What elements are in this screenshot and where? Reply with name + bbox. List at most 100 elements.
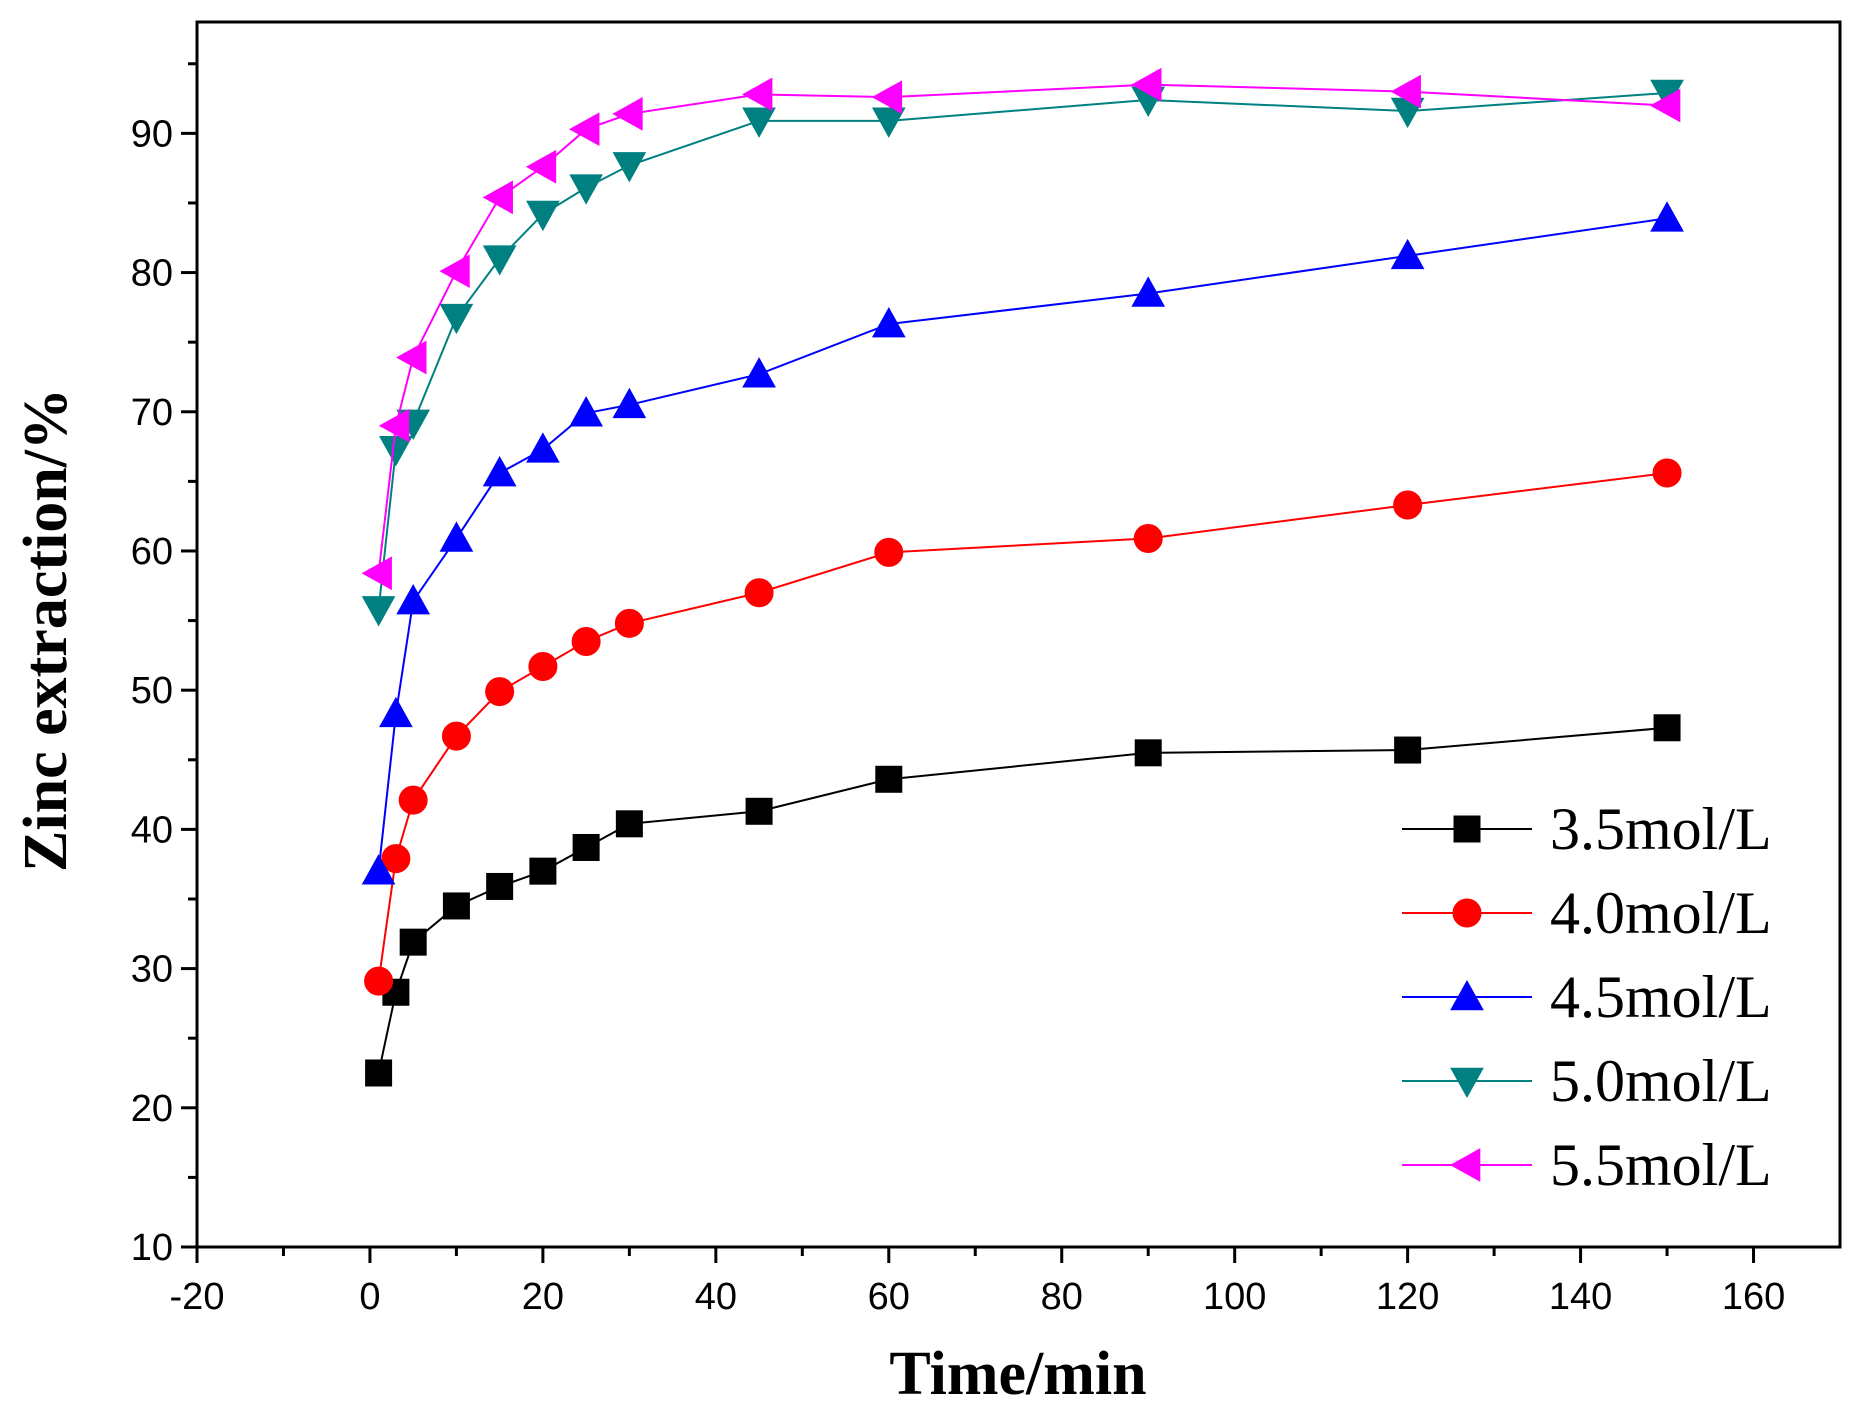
data-point [396,584,431,615]
data-point [528,652,558,682]
legend-item: 4.5mol/L [1402,964,1772,1030]
data-point [398,785,428,815]
series-layer [361,67,1684,1087]
data-point [742,357,776,388]
data-point [399,928,427,956]
data-point [612,97,643,131]
x-tick-label: 140 [1549,1276,1612,1318]
y-axis: 10 20 30 40 50 60 70 80 90 [131,62,197,1269]
y-tick-label: 60 [131,531,173,573]
data-point [871,107,906,138]
legend-marker [1449,1148,1481,1182]
legend-label: 5.5mol/L [1550,1132,1772,1198]
y-axis-title: Zinc extraction/% [12,388,80,872]
x-axis-title: Time/min [889,1340,1146,1408]
data-point [439,521,474,552]
x-tick-label: 80 [1041,1276,1083,1318]
x-tick-label: -20 [170,1276,225,1318]
data-point [1390,74,1421,109]
data-point [379,436,413,467]
series-3.5mol/L [365,714,1681,1087]
legend: 3.5mol/L 4.0mol/L 4.5mol/L 5.0mol/L 5.5mol/L [1402,796,1772,1198]
legend-label: 5.0mol/L [1550,1048,1772,1114]
data-point [1393,490,1423,520]
y-tick-label: 70 [131,392,173,434]
data-point [745,797,773,825]
data-point [482,180,513,215]
data-point [1650,88,1681,123]
series-5.5mol/L [361,67,1681,591]
data-point [1650,201,1684,232]
data-point [442,892,470,920]
data-point [1133,523,1163,553]
legend-marker [1452,898,1482,928]
data-point [569,174,603,205]
y-tick-label: 50 [131,670,173,712]
data-point [396,340,427,375]
legend-label: 4.0mol/L [1550,880,1772,946]
legend-label: 3.5mol/L [1550,796,1772,862]
legend-item: 4.0mol/L [1402,880,1772,946]
data-point [875,765,903,793]
data-point [742,77,773,112]
data-point [379,696,413,728]
data-point [615,810,643,838]
legend-marker [1450,979,1484,1011]
legend-marker [1450,1067,1484,1099]
data-point [439,254,470,289]
series-line [377,83,1668,574]
legend-label: 4.5mol/L [1550,964,1772,1030]
data-point [1652,458,1682,488]
x-tick-label: 160 [1722,1276,1785,1318]
data-point [742,107,776,138]
legend-item: 5.5mol/L [1402,1132,1772,1198]
data-point [361,556,392,591]
data-point [364,966,394,996]
data-point [569,112,600,147]
y-tick-label: 90 [131,113,173,155]
y-tick-label: 20 [131,1088,173,1130]
legend-item: 5.0mol/L [1402,1048,1772,1114]
data-point [871,307,906,338]
y-tick-label: 30 [131,949,173,991]
data-point [614,608,644,638]
y-tick-label: 10 [131,1227,173,1269]
x-tick-label: 40 [695,1276,737,1318]
data-point [1653,714,1681,742]
data-point [526,432,560,463]
data-point [871,80,903,115]
data-point [381,844,411,874]
data-point [361,854,396,885]
data-point [1131,276,1166,307]
data-point [874,537,904,567]
data-point [526,200,560,232]
data-point [612,387,647,419]
plot-frame [195,20,1842,1249]
x-tick-label: 100 [1203,1276,1266,1318]
data-point [485,677,515,707]
data-point [744,578,774,608]
x-tick-label: 60 [868,1276,910,1318]
data-point [1131,67,1162,102]
data-point [441,721,471,751]
data-point [569,396,603,427]
data-point [529,857,557,885]
data-point [1134,739,1162,767]
y-tick-label: 40 [131,809,173,851]
series-4.0mol/L [364,458,1682,996]
series-5.0mol/L [361,79,1684,627]
y-tick-label: 80 [131,253,173,295]
data-point [439,303,474,335]
data-point [525,149,557,184]
data-point [378,408,410,443]
x-tick-label: 120 [1376,1276,1439,1318]
data-point [612,152,647,183]
series-line [377,91,1668,610]
data-point [365,1059,393,1087]
data-point [361,596,396,627]
data-point [572,833,600,861]
series-4.5mol/L [361,201,1684,885]
data-point [482,455,517,487]
data-point [1394,736,1422,764]
